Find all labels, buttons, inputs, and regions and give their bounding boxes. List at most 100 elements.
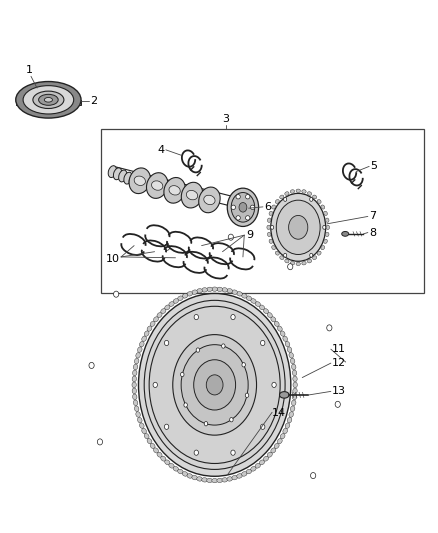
Ellipse shape	[296, 262, 300, 265]
Ellipse shape	[207, 287, 212, 292]
Text: 5: 5	[371, 161, 378, 172]
Text: 6: 6	[264, 202, 271, 212]
Ellipse shape	[232, 290, 237, 294]
Ellipse shape	[323, 225, 326, 229]
Ellipse shape	[204, 195, 215, 205]
Ellipse shape	[307, 259, 312, 263]
Ellipse shape	[133, 400, 138, 406]
Ellipse shape	[324, 239, 327, 244]
Ellipse shape	[169, 185, 180, 195]
Ellipse shape	[284, 253, 287, 257]
Ellipse shape	[263, 309, 268, 313]
Ellipse shape	[293, 382, 297, 387]
Ellipse shape	[251, 466, 256, 471]
Ellipse shape	[279, 392, 289, 398]
Ellipse shape	[206, 375, 223, 395]
Ellipse shape	[285, 259, 289, 263]
Ellipse shape	[317, 251, 321, 255]
Ellipse shape	[119, 170, 127, 182]
Ellipse shape	[227, 188, 258, 227]
Ellipse shape	[136, 352, 140, 358]
Ellipse shape	[212, 287, 218, 292]
Ellipse shape	[246, 469, 252, 474]
Ellipse shape	[321, 246, 325, 249]
Ellipse shape	[169, 302, 174, 306]
Ellipse shape	[149, 306, 280, 464]
Ellipse shape	[261, 341, 265, 345]
Ellipse shape	[268, 218, 271, 222]
Ellipse shape	[139, 342, 144, 347]
Circle shape	[236, 216, 240, 220]
Ellipse shape	[307, 192, 312, 196]
Ellipse shape	[196, 348, 200, 352]
Ellipse shape	[97, 439, 102, 445]
Ellipse shape	[292, 394, 297, 400]
Ellipse shape	[169, 463, 174, 468]
Ellipse shape	[232, 475, 237, 480]
Text: 14: 14	[272, 408, 286, 418]
Ellipse shape	[161, 309, 166, 313]
Ellipse shape	[269, 239, 273, 244]
Ellipse shape	[227, 289, 233, 293]
Ellipse shape	[241, 294, 247, 298]
Ellipse shape	[313, 256, 317, 260]
Ellipse shape	[147, 439, 152, 444]
Ellipse shape	[142, 336, 146, 342]
Ellipse shape	[133, 370, 137, 376]
Ellipse shape	[124, 172, 132, 184]
Ellipse shape	[165, 305, 170, 310]
Ellipse shape	[290, 358, 295, 364]
Ellipse shape	[222, 288, 228, 292]
Ellipse shape	[132, 376, 137, 382]
Ellipse shape	[192, 290, 198, 294]
Ellipse shape	[33, 91, 64, 109]
Ellipse shape	[194, 314, 198, 320]
Ellipse shape	[144, 300, 285, 470]
Ellipse shape	[292, 364, 296, 370]
Ellipse shape	[292, 400, 296, 406]
Ellipse shape	[290, 261, 295, 265]
Ellipse shape	[280, 433, 285, 439]
Ellipse shape	[274, 321, 279, 326]
Ellipse shape	[173, 466, 179, 471]
Ellipse shape	[239, 203, 247, 212]
Ellipse shape	[269, 211, 273, 215]
Text: 13: 13	[332, 386, 346, 397]
Ellipse shape	[157, 312, 162, 318]
Ellipse shape	[287, 347, 292, 352]
Ellipse shape	[217, 478, 223, 482]
Ellipse shape	[272, 205, 276, 209]
Ellipse shape	[222, 344, 225, 348]
Ellipse shape	[165, 244, 170, 251]
Ellipse shape	[280, 195, 284, 199]
Ellipse shape	[342, 231, 349, 236]
Ellipse shape	[283, 336, 288, 342]
Circle shape	[231, 205, 236, 209]
Ellipse shape	[147, 326, 152, 331]
Ellipse shape	[290, 406, 295, 411]
Ellipse shape	[44, 98, 53, 102]
Ellipse shape	[178, 296, 183, 301]
Ellipse shape	[182, 472, 188, 476]
Ellipse shape	[259, 460, 265, 465]
Ellipse shape	[129, 168, 151, 193]
Ellipse shape	[173, 298, 179, 303]
Ellipse shape	[108, 166, 117, 177]
Ellipse shape	[287, 417, 292, 423]
Ellipse shape	[153, 317, 159, 322]
Ellipse shape	[138, 347, 142, 352]
Ellipse shape	[137, 500, 141, 506]
Ellipse shape	[276, 199, 279, 204]
Ellipse shape	[194, 360, 236, 410]
Ellipse shape	[181, 345, 248, 425]
Ellipse shape	[173, 335, 257, 435]
Ellipse shape	[272, 246, 276, 249]
Ellipse shape	[245, 393, 249, 398]
Ellipse shape	[16, 82, 81, 118]
Ellipse shape	[150, 321, 155, 326]
Ellipse shape	[228, 234, 233, 240]
Ellipse shape	[144, 331, 149, 336]
Ellipse shape	[311, 473, 316, 479]
Ellipse shape	[289, 411, 293, 417]
Ellipse shape	[231, 450, 235, 455]
